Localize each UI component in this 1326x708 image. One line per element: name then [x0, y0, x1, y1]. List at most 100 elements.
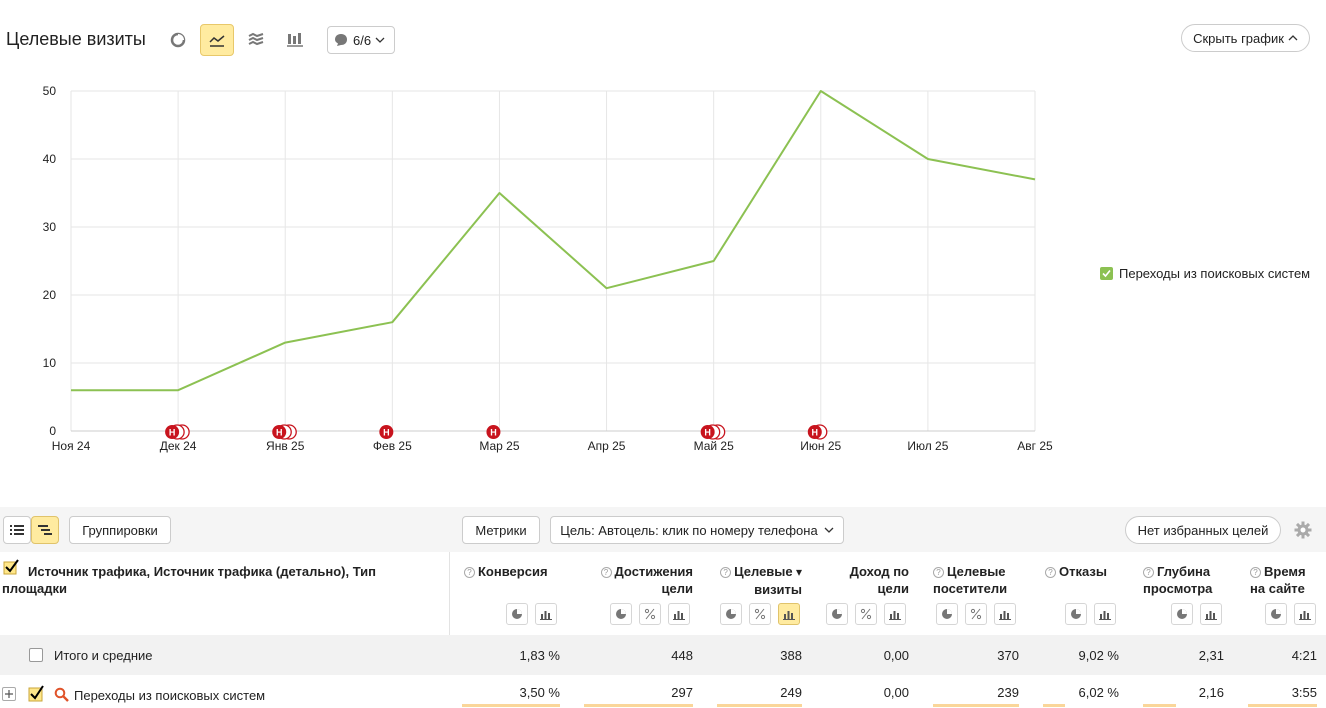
table-cell: 297	[671, 685, 693, 700]
row-checkbox[interactable]	[29, 648, 43, 662]
bar-icon	[673, 611, 685, 620]
bar-view-button[interactable]	[1094, 603, 1116, 625]
bar-view-button[interactable]	[535, 603, 557, 625]
bar-icon	[1099, 611, 1111, 620]
table-cell: 2,31	[1198, 648, 1224, 663]
table-cell: 239	[997, 685, 1019, 700]
pie-icon	[1071, 609, 1081, 619]
pie-view-button[interactable]	[826, 603, 848, 625]
annotation-marker-label: Н	[383, 428, 390, 438]
metrics-button[interactable]: Метрики	[462, 516, 540, 544]
x-tick-label: Дек 24	[160, 439, 197, 453]
sort-desc-icon[interactable]: ▾	[792, 565, 802, 579]
pie-view-button[interactable]	[720, 603, 742, 625]
favorite-goals-button[interactable]: Нет избранных целей	[1125, 516, 1281, 544]
bar-icon	[1299, 611, 1311, 620]
table-row-total: Итого и средние	[0, 635, 1326, 675]
percent-icon	[644, 608, 656, 620]
page-title: Целевые визиты	[6, 29, 146, 49]
row-label[interactable]: Переходы из поисковых систем	[74, 688, 266, 703]
percent-view-button[interactable]	[639, 603, 661, 625]
column-header[interactable]: ? Глубина просмотра	[1143, 564, 1213, 596]
select-all-checkbox[interactable]	[3, 559, 21, 580]
goal-select[interactable]: Цель: Автоцель: клик по номеру телефона	[550, 516, 844, 544]
pie-view-button[interactable]	[1265, 603, 1287, 625]
help-icon[interactable]: ?	[720, 567, 732, 578]
help-icon[interactable]: ?	[933, 567, 944, 578]
column-header[interactable]: ? Целевые посетители	[933, 564, 1008, 596]
percent-icon	[754, 608, 766, 620]
table-cell: 388	[780, 648, 802, 663]
x-tick-label: Авг 25	[1017, 439, 1053, 453]
cell-bar	[462, 704, 560, 707]
settings-gear-icon[interactable]	[1294, 521, 1312, 544]
dimension-header[interactable]: Источник трафика, Источник трафика (дета…	[2, 564, 377, 596]
bar-view-button[interactable]	[994, 603, 1016, 625]
column-header[interactable]: ? Время на сайте	[1250, 564, 1306, 596]
pie-view-button[interactable]	[1171, 603, 1193, 625]
percent-view-button[interactable]	[965, 603, 987, 625]
series-line	[71, 90, 1036, 392]
annotation-marker-label: Н	[276, 428, 283, 438]
annotations-count: 6/6	[353, 32, 372, 48]
column-header[interactable]: ? Целевые ▾ визиты	[718, 563, 802, 598]
pie-view-button[interactable]	[506, 603, 528, 625]
pie-view-button[interactable]	[1065, 603, 1087, 625]
y-tick-label: 40	[43, 152, 57, 166]
tree-view-button[interactable]	[31, 516, 59, 544]
pie-chart-type-button[interactable]	[161, 24, 195, 56]
search-icon	[54, 687, 69, 707]
area-chart-icon	[248, 32, 264, 46]
x-tick-label: Фев 25	[373, 439, 412, 453]
x-tick-label: Янв 25	[266, 439, 305, 453]
column-header[interactable]: Доход по цели	[849, 564, 909, 596]
table-cell: 4:21	[1291, 648, 1317, 663]
area-chart-type-button[interactable]	[239, 24, 273, 56]
expand-row-button[interactable]	[2, 687, 16, 701]
column-header[interactable]: ? Достижения цели	[585, 563, 693, 597]
table-row: Переходы из поисковых систем	[0, 675, 1326, 708]
annotations-dropdown[interactable]: 6/6	[327, 26, 395, 54]
annotation-marker-label: Н	[490, 428, 497, 438]
groupings-button[interactable]: Группировки	[69, 516, 171, 544]
x-tick-label: Мар 25	[479, 439, 519, 453]
legend-checkbox[interactable]	[1100, 267, 1113, 280]
hide-chart-button[interactable]: Скрыть график	[1181, 24, 1310, 52]
comment-icon	[335, 34, 347, 46]
help-icon[interactable]: ?	[464, 567, 475, 578]
table-cell: 0,00	[883, 648, 909, 663]
pie-view-button[interactable]	[936, 603, 958, 625]
bar-view-button[interactable]	[884, 603, 906, 625]
annotation-marker	[379, 425, 394, 439]
bar-view-button[interactable]	[668, 603, 690, 625]
chart-legend: Переходы из поисковых систем	[1100, 266, 1310, 281]
table-cell: 0,00	[883, 685, 909, 700]
pie-icon	[1177, 609, 1187, 619]
pie-view-button[interactable]	[610, 603, 632, 625]
bar-chart-type-button[interactable]	[278, 24, 312, 56]
row-checkbox[interactable]	[28, 684, 46, 707]
percent-icon	[860, 608, 872, 620]
annotation-marker-label: Н	[812, 428, 819, 438]
bar-view-button[interactable]	[1200, 603, 1222, 625]
line-chart: 0 10 20 30 40 50 Ноя 24 Дек 24 Янв 25 Фев 25 Мар 2…	[43, 84, 1053, 453]
help-icon[interactable]: ?	[1045, 567, 1056, 578]
table-cell: 370	[997, 648, 1019, 663]
cell-bar	[584, 704, 693, 707]
percent-view-button[interactable]	[855, 603, 877, 625]
bar-view-button[interactable]	[1294, 603, 1316, 625]
help-icon[interactable]: ?	[1143, 567, 1154, 578]
column-header[interactable]: ? Отказы	[1045, 563, 1107, 580]
pie-icon	[942, 609, 952, 619]
list-view-button[interactable]	[3, 516, 31, 544]
bar-view-button[interactable]	[778, 603, 800, 625]
annotation-marker	[700, 425, 715, 439]
line-chart-icon	[209, 35, 225, 47]
percent-view-button[interactable]	[749, 603, 771, 625]
column-header[interactable]: ? Конверсия	[464, 563, 548, 580]
help-icon[interactable]: ?	[1250, 567, 1261, 578]
help-icon[interactable]: ?	[600, 567, 612, 578]
check-icon	[1102, 269, 1111, 278]
table-cell: 6,02 %	[1078, 685, 1119, 700]
line-chart-type-button[interactable]	[200, 24, 234, 56]
